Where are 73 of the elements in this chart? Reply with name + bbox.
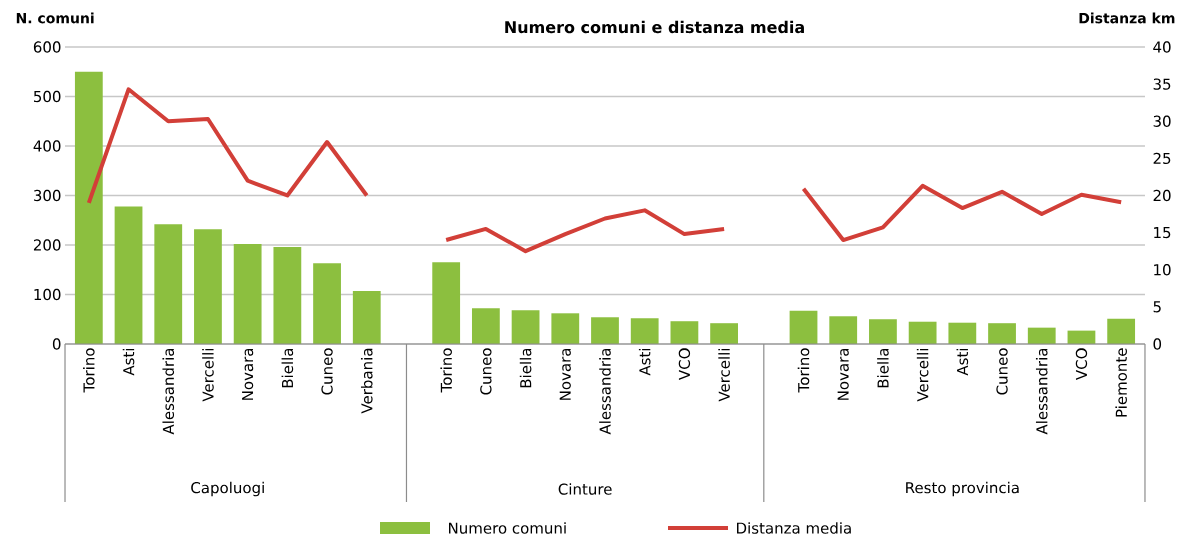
- y2-tick-label: 40: [1153, 41, 1171, 53]
- x-tick-label: Novara: [559, 348, 571, 400]
- bar: [710, 323, 738, 344]
- x-tick-label: Vercelli: [916, 348, 929, 402]
- x-tick-label: Cuneo: [996, 348, 1008, 395]
- y-tick-label: 200: [33, 239, 61, 251]
- bar: [114, 206, 143, 344]
- y-axis-title: N. comuni: [16, 12, 94, 24]
- bar: [471, 308, 500, 344]
- bar: [829, 316, 858, 344]
- bar: [313, 263, 341, 344]
- bar: [233, 244, 262, 344]
- x-tick-label: Verbania: [360, 348, 373, 414]
- x-tick-label: Novara: [242, 348, 254, 400]
- legend-label: Numero comuni: [449, 522, 566, 534]
- bar: [511, 310, 540, 344]
- bar: [948, 322, 977, 344]
- x-tick-label: Torino: [797, 348, 810, 393]
- bar: [869, 319, 897, 344]
- y-tick-label: 500: [34, 90, 61, 103]
- bar: [352, 291, 381, 344]
- text: Capoluogi: [191, 481, 264, 497]
- y-tick-label: 400: [33, 140, 61, 152]
- y2-tick-label: 5: [1153, 301, 1161, 313]
- y-tick-label: 600: [33, 41, 61, 53]
- x-tick-label: Biella: [281, 348, 294, 388]
- y-tick-label: 100: [34, 288, 61, 301]
- x-tick-label: Torino: [440, 348, 452, 393]
- text: Cinture: [558, 483, 612, 495]
- y2-tick-label: 25: [1153, 152, 1171, 165]
- y2-tick-label: 20: [1153, 189, 1171, 202]
- chart-title: Numero comuni e distanza media: [505, 20, 804, 34]
- x-tick-label: Cuneo: [321, 348, 333, 395]
- y2-tick-label: 30: [1153, 115, 1171, 127]
- x-tick-label: VCO: [1075, 348, 1088, 380]
- bar: [908, 321, 937, 344]
- bar: [630, 318, 659, 344]
- bar: [988, 323, 1016, 344]
- x-tick-label: Asti: [638, 348, 651, 376]
- bar: [432, 262, 461, 344]
- y2-tick-label: 35: [1153, 78, 1171, 90]
- x-tick-label: Alessandria: [162, 348, 175, 435]
- x-tick-label: Vercelli: [718, 348, 730, 402]
- bar: [194, 229, 222, 344]
- bar: [273, 246, 302, 344]
- text: Resto provincia: [906, 481, 1019, 497]
- x-tick-label: Alessandria: [1035, 348, 1048, 435]
- x-tick-label: Vercelli: [202, 348, 214, 402]
- bar: [551, 313, 580, 344]
- x-tick-label: Asti: [122, 348, 135, 376]
- x-tick-label: Asti: [956, 348, 969, 376]
- x-tick-label: Biella: [519, 348, 532, 388]
- bar: [1107, 318, 1136, 344]
- bar: [670, 321, 699, 344]
- y2-axis-title: Distanza km: [1079, 12, 1175, 24]
- x-tick-label: VCO: [678, 348, 691, 380]
- bar: [154, 224, 183, 344]
- x-tick-label: Novara: [837, 348, 849, 400]
- y-tick-label: 300: [33, 189, 61, 202]
- y2-tick-label: 10: [1154, 264, 1171, 276]
- y2-tick-label: 0: [1153, 338, 1162, 350]
- bar: [591, 317, 619, 344]
- bar: [74, 71, 103, 344]
- bar: [1027, 327, 1056, 344]
- x-tick-label: Biella: [877, 348, 889, 388]
- x-tick-label: Cuneo: [480, 348, 492, 395]
- y-tick-label: 0: [52, 338, 61, 350]
- x-tick-label: Piemonte: [1115, 348, 1127, 417]
- legend-label: Distanza media: [737, 522, 851, 534]
- y2-tick-label: 15: [1154, 227, 1171, 239]
- bar: [789, 310, 818, 344]
- x-tick-label: Torino: [83, 348, 95, 393]
- x-tick-label: Alessandria: [599, 348, 611, 435]
